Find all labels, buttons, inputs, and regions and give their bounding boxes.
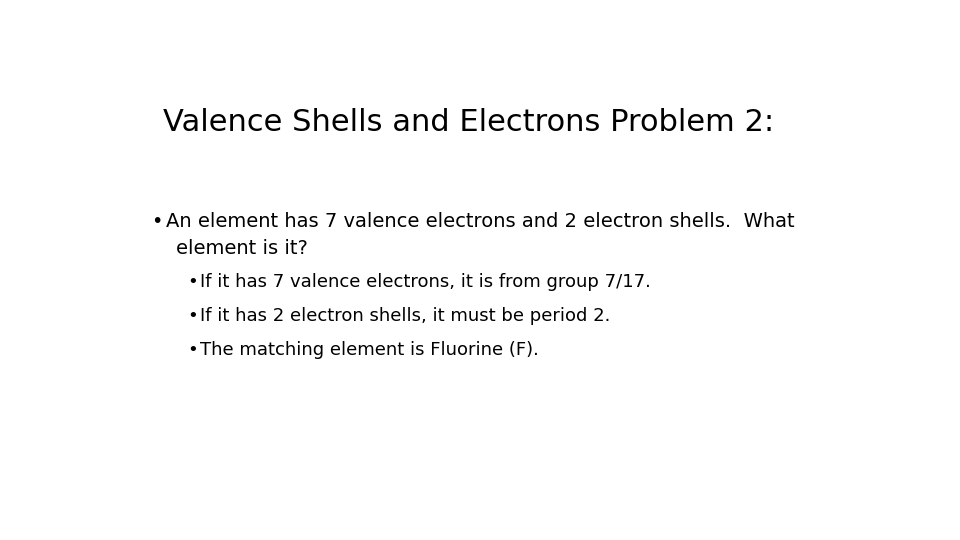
Text: •: •: [187, 341, 198, 359]
Text: Valence Shells and Electrons Problem 2:: Valence Shells and Electrons Problem 2:: [163, 109, 775, 138]
Text: element is it?: element is it?: [176, 239, 307, 259]
Text: •: •: [187, 273, 198, 291]
Text: If it has 7 valence electrons, it is from group 7/17.: If it has 7 valence electrons, it is fro…: [201, 273, 651, 291]
Text: •: •: [152, 212, 162, 232]
Text: An element has 7 valence electrons and 2 electron shells.  What: An element has 7 valence electrons and 2…: [166, 212, 795, 232]
Text: •: •: [187, 307, 198, 325]
Text: If it has 2 electron shells, it must be period 2.: If it has 2 electron shells, it must be …: [201, 307, 611, 325]
Text: The matching element is Fluorine (F).: The matching element is Fluorine (F).: [201, 341, 540, 359]
